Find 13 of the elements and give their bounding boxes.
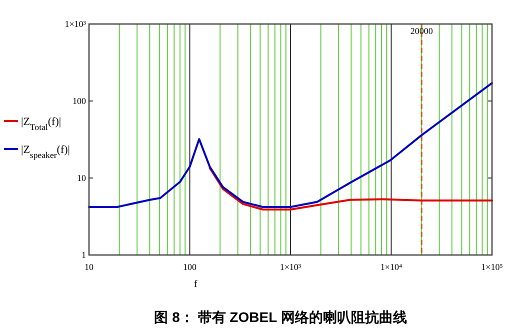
y-tick-label: 1×10³	[64, 19, 86, 29]
x-axis-title: f	[194, 279, 198, 290]
x-tick-label: 100	[183, 262, 197, 272]
y-tick-label: 10	[77, 173, 86, 183]
x-tick-label: 1×10³	[280, 262, 302, 272]
x-tick-label: 10	[84, 262, 94, 272]
x-tick-label: 1×10⁵	[481, 262, 503, 272]
legend-label: |Z$_{Total}$(f)|	[21, 116, 62, 132]
caption: 图 8： 带有 ZOBEL 网络的喇叭阻抗曲线	[154, 309, 407, 325]
y-tick-label: 100	[72, 96, 86, 106]
x-tick-label: 1×10⁴	[380, 262, 402, 272]
legend-label: |Z$_{speaker}$(f)|	[21, 144, 70, 160]
y-tick-label: 1	[82, 250, 86, 260]
